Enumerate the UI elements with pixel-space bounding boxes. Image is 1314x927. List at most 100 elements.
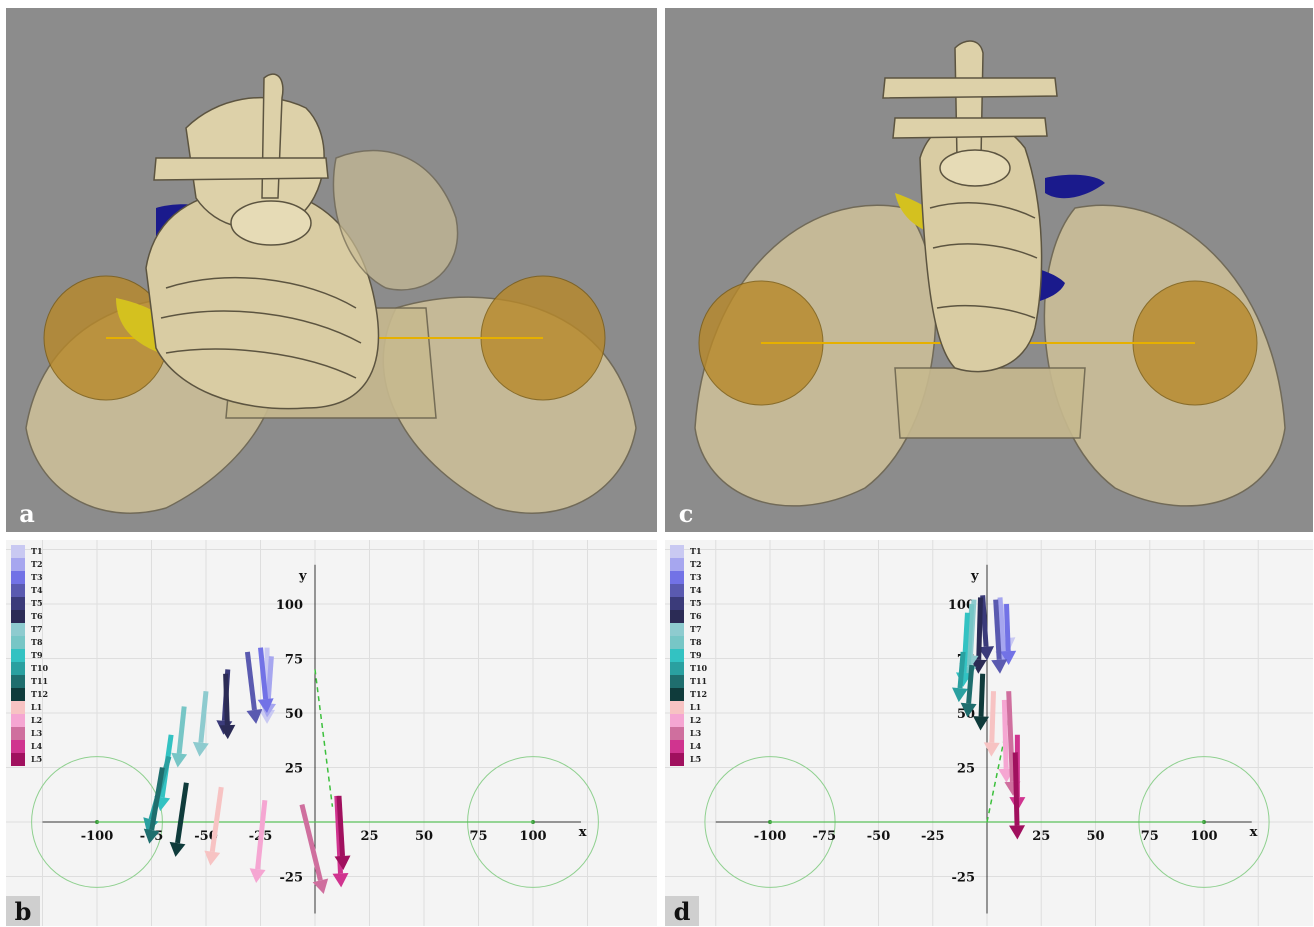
legend-swatch-l3 <box>670 727 684 740</box>
legend-label-l5: L5 <box>31 754 42 764</box>
legend-swatch-l2 <box>11 714 25 727</box>
y-tick-label: 100 <box>948 598 975 613</box>
legend-label-t1: T1 <box>690 546 702 556</box>
arrow-head-l1 <box>204 850 221 866</box>
legend-label-t4: T4 <box>690 585 702 595</box>
legend-label-t9: T9 <box>690 650 702 660</box>
legend-swatch-t10 <box>670 662 684 675</box>
legend-label-t5: T5 <box>690 598 702 608</box>
x-tick-label: 75 <box>469 829 487 844</box>
legend-swatch-t8 <box>670 636 684 649</box>
legend-label-t3: T3 <box>31 572 43 582</box>
legend-swatch-l4 <box>11 740 25 753</box>
arrow-head-t10 <box>952 687 968 703</box>
arrow-shaft-t8 <box>965 603 975 667</box>
legend-swatch-t3 <box>670 571 684 584</box>
legend-swatch-t12 <box>670 688 684 701</box>
arrow-shaft-t5 <box>980 595 989 647</box>
arrow-shaft-l3 <box>1006 691 1015 782</box>
plumb-line <box>314 669 334 807</box>
arrow-shaft-t6 <box>223 673 230 726</box>
arrow-shaft-t12 <box>175 782 189 844</box>
grid <box>665 540 1313 926</box>
legend-swatch-t2 <box>670 558 684 571</box>
arrow-shaft-t2 <box>997 597 1006 652</box>
legend-label-t1: T1 <box>31 546 43 556</box>
arrow-head-t3 <box>257 698 274 713</box>
legend-swatch-t3 <box>11 571 25 584</box>
legend-label-t2: T2 <box>31 559 43 569</box>
legend-swatch-t2 <box>11 558 25 571</box>
arrow-shaft-t2 <box>265 656 274 704</box>
legend: T1 T2 T3 T4 T5 T6 T7 T8 T9 T10 T11 T12 L1 L2 L3 L4 L5 <box>11 545 49 766</box>
legend-label-t9: T9 <box>31 650 43 660</box>
legend-label-l5: L5 <box>690 754 701 764</box>
legend-swatch-l2 <box>670 714 684 727</box>
legend-label-l3: L3 <box>31 728 43 738</box>
legend-label-t6: T6 <box>690 611 702 621</box>
arrow-head-l1 <box>983 742 1000 757</box>
grid <box>6 540 657 926</box>
arrow-head-t5 <box>978 646 995 661</box>
vector-series <box>952 595 1026 840</box>
legend-label-t2: T2 <box>690 559 702 569</box>
vector-series <box>143 647 351 894</box>
vector-chart-d: -100-75-50-25255075100100755025-25xyT1T2… <box>665 540 1313 926</box>
arrow-shaft-l3 <box>299 803 323 881</box>
x-tick-label: 100 <box>1190 829 1217 844</box>
arrow-shaft-t11 <box>149 767 165 831</box>
arrow-head-t8 <box>171 752 188 768</box>
y-tick-label: 25 <box>285 762 303 777</box>
y-tick-label: -25 <box>952 871 976 886</box>
legend-label-l1: L1 <box>31 702 42 712</box>
arrow-shaft-t8 <box>176 706 187 754</box>
y-tick-label: 100 <box>276 598 303 613</box>
arrow-head-l3 <box>312 878 329 894</box>
render-panel-a: a <box>6 8 657 532</box>
legend-label-l2: L2 <box>31 715 42 725</box>
vector-chart-b: -100-75-50-25255075100100755025-25xyT1T2… <box>6 540 657 926</box>
x-axis-label: x <box>579 825 587 840</box>
legend-swatch-l5 <box>11 753 25 766</box>
legend-swatch-l4 <box>670 740 684 753</box>
legend-swatch-t6 <box>670 610 684 623</box>
legend-label-t12: T12 <box>690 689 707 699</box>
arrow-head-t6 <box>219 724 236 740</box>
x-tick-label: -100 <box>754 829 787 844</box>
arrow-head-l2 <box>249 868 266 884</box>
legend-swatch-t10 <box>11 662 25 675</box>
legend-label-l2: L2 <box>690 715 701 725</box>
legend-label-t5: T5 <box>31 598 43 608</box>
legend-swatch-t4 <box>670 584 684 597</box>
legend-swatch-t11 <box>670 675 684 688</box>
chart-panel-d: -100-75-50-25255075100100755025-25xyT1T2… <box>665 540 1313 926</box>
legend-swatch-t9 <box>11 649 25 662</box>
legend-label-t12: T12 <box>31 689 48 699</box>
legend-label-t8: T8 <box>31 637 43 647</box>
arrow-head-t12 <box>973 716 990 731</box>
arrow-head-l4 <box>332 873 349 888</box>
arrow-head-l5 <box>1009 825 1026 840</box>
y-tick-label: 50 <box>285 707 303 722</box>
y-tick-label: 75 <box>285 653 303 668</box>
legend-swatch-t6 <box>11 610 25 623</box>
legend-swatch-t12 <box>11 688 25 701</box>
arrow-shaft-l5 <box>336 795 346 857</box>
legend-label-t11: T11 <box>690 676 707 686</box>
x-tick-label: -100 <box>81 829 114 844</box>
legend-swatch-t9 <box>670 649 684 662</box>
legend-swatch-t1 <box>11 545 25 558</box>
arrow-head-l5 <box>334 855 351 870</box>
arrow-shaft-t12 <box>978 673 986 717</box>
arrow-head-t4 <box>246 709 263 724</box>
legend-swatch-l5 <box>670 753 684 766</box>
arrow-head-t6 <box>970 659 987 674</box>
legend-label-l1: L1 <box>690 702 701 712</box>
legend: T1 T2 T3 T4 T5 T6 T7 T8 T9 T10 T11 T12 L1 L2 L3 L4 L5 <box>670 545 708 766</box>
legend-swatch-l3 <box>11 727 25 740</box>
spine-pelvis-render-c <box>694 40 1286 507</box>
legend-swatch-t11 <box>11 675 25 688</box>
arrow-shaft-t11 <box>966 664 975 704</box>
arrow-shaft-l1 <box>989 691 997 743</box>
legend-swatch-t5 <box>11 597 25 610</box>
